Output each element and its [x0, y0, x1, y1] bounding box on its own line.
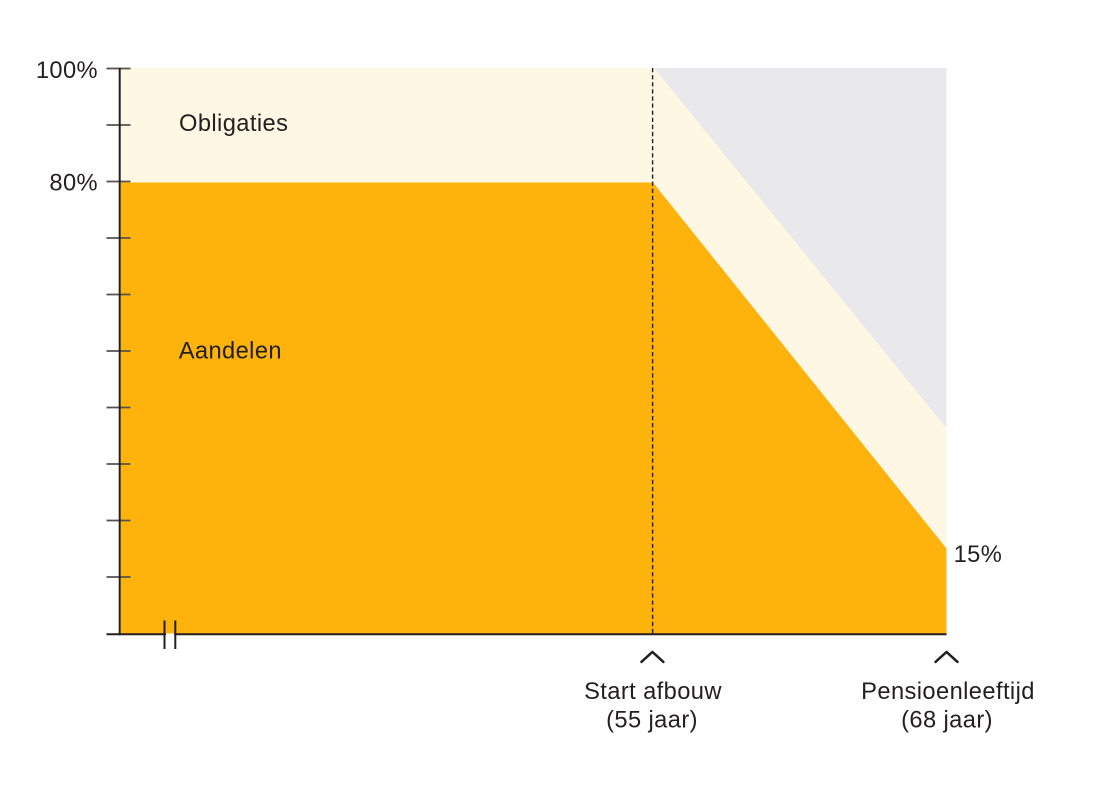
svg-text:Aandelen: Aandelen	[179, 339, 282, 365]
svg-text:(55 jaar): (55 jaar)	[606, 708, 698, 734]
svg-text:100%: 100%	[36, 58, 98, 84]
svg-text:Obligaties: Obligaties	[179, 111, 288, 137]
svg-text:80%: 80%	[49, 171, 98, 197]
svg-text:Pensioenleeftijd: Pensioenleeftijd	[861, 679, 1035, 705]
svg-text:(68 jaar): (68 jaar)	[901, 708, 993, 734]
svg-text:15%: 15%	[954, 542, 1003, 568]
svg-text:Start afbouw: Start afbouw	[584, 679, 722, 705]
